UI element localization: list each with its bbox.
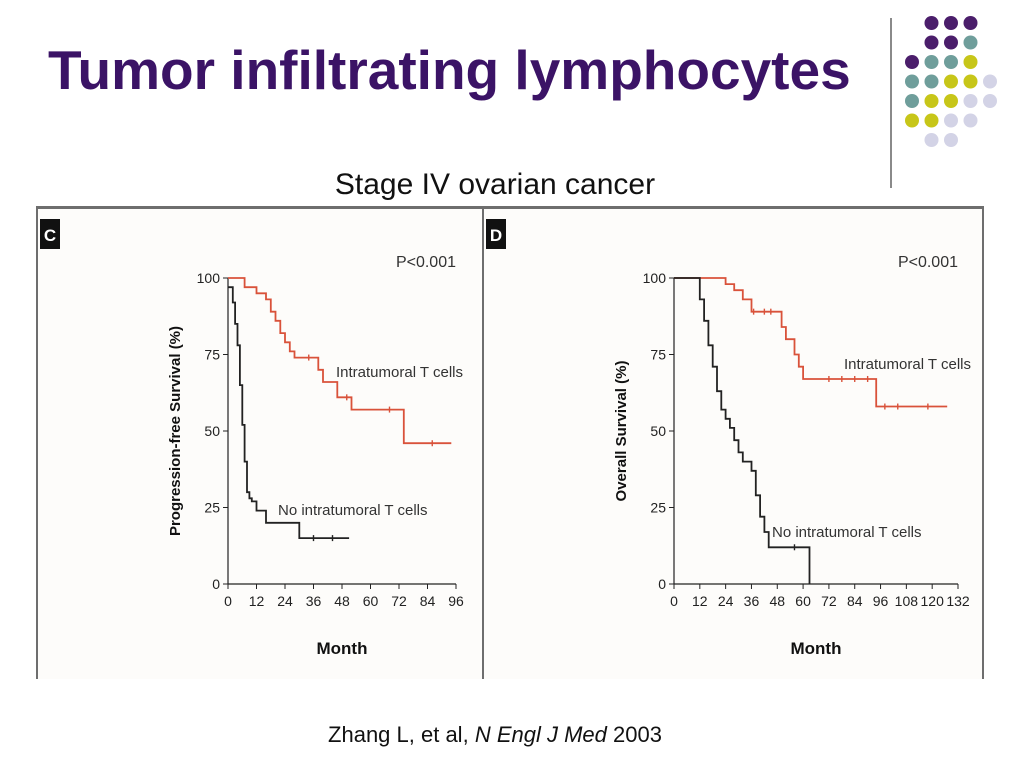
decorative-dot [944, 74, 958, 89]
series-label-intratumoral: Intratumoral T cells [844, 356, 971, 373]
y-axis-label: Progression-free Survival (%) [167, 326, 184, 536]
y-tick-label: 0 [658, 576, 666, 592]
panel-c-chart: C P<0.001 0 25 50 75 100 0 12 24 36 48 60 72 84 96 Month… [40, 219, 464, 658]
panel-letter: C [44, 226, 56, 245]
x-tick-label: 96 [873, 593, 889, 609]
x-axis-label: Month [791, 639, 842, 658]
decorative-dot [963, 94, 978, 108]
decorative-dot [905, 74, 919, 89]
decorative-dot [944, 35, 958, 50]
x-tick-label: 24 [277, 593, 293, 609]
decorative-dot [983, 94, 997, 108]
x-tick-label: 72 [821, 593, 837, 609]
decorative-dot [924, 74, 939, 89]
citation-authors: Zhang L, et al, [328, 722, 469, 747]
decorative-dot-pattern [905, 16, 997, 147]
decorative-dot [983, 74, 997, 89]
decorative-dot [963, 74, 978, 89]
survival-curve-no-intratumoral [674, 277, 811, 584]
decorative-dot [924, 16, 939, 30]
y-tick-label: 25 [650, 500, 666, 516]
x-tick-label: 108 [895, 593, 919, 609]
x-tick-label: 84 [420, 593, 436, 609]
decorative-dot [924, 94, 939, 108]
y-tick-label: 75 [650, 347, 666, 363]
y-tick-label: 100 [197, 270, 221, 286]
decorative-dot [905, 55, 919, 69]
decorative-dot [924, 55, 939, 69]
panel-d-chart: D P<0.001 0 25 50 75 100 0 12 24 36 48 60 72 84 96 108 12… [486, 219, 971, 658]
series-label-intratumoral: Intratumoral T cells [336, 364, 463, 381]
x-tick-label: 96 [448, 593, 464, 609]
panel-letter-badge [40, 219, 60, 249]
decorative-dot [944, 16, 958, 30]
survival-figure: C P<0.001 0 25 50 75 100 0 12 24 36 48 60 72 84 96 Month… [36, 206, 984, 679]
decorative-dot [963, 113, 978, 128]
y-tick-label: 50 [650, 423, 666, 439]
decorative-dot [924, 113, 939, 128]
x-tick-label: 48 [769, 593, 785, 609]
p-value-label: P<0.001 [396, 254, 456, 271]
decorative-dot [944, 113, 958, 128]
figure-right-edge [982, 209, 984, 679]
p-value-label: P<0.001 [898, 254, 958, 271]
x-tick-label: 36 [744, 593, 760, 609]
decorative-dot [905, 113, 919, 128]
decorative-divider-line [890, 18, 892, 188]
decorative-dot [924, 133, 939, 147]
x-tick-label: 60 [795, 593, 811, 609]
x-tick-label: 48 [334, 593, 350, 609]
decorative-dot [963, 16, 978, 30]
figure-left-edge [36, 209, 38, 679]
x-tick-label: 72 [391, 593, 407, 609]
x-tick-label: 84 [847, 593, 863, 609]
decorative-dot [944, 94, 958, 108]
citation: Zhang L, et al, N Engl J Med 2003 [0, 722, 990, 748]
y-tick-label: 25 [204, 500, 220, 516]
x-tick-label: 24 [718, 593, 734, 609]
x-tick-label: 132 [946, 593, 970, 609]
survival-curve-no-intratumoral [228, 286, 350, 540]
x-tick-label: 0 [670, 593, 678, 609]
x-axis-label: Month [317, 639, 368, 658]
citation-journal: N Engl J Med [474, 722, 607, 747]
x-tick-label: 36 [306, 593, 322, 609]
slide-subtitle: Stage IV ovarian cancer [334, 168, 656, 201]
panel-divider [482, 209, 484, 679]
x-tick-label: 60 [363, 593, 379, 609]
y-tick-label: 0 [212, 576, 220, 592]
series-label-no-intratumoral: No intratumoral T cells [772, 524, 922, 541]
panel-letter-badge [486, 219, 506, 249]
decorative-dot [905, 94, 919, 108]
decorative-dot [944, 55, 958, 69]
y-tick-label: 100 [643, 270, 667, 286]
citation-year: 2003 [613, 722, 662, 747]
y-tick-label: 50 [204, 423, 220, 439]
survival-curve-intratumoral [228, 277, 452, 445]
x-tick-label: 12 [692, 593, 708, 609]
survival-curve-intratumoral [674, 277, 948, 408]
x-tick-label: 120 [921, 593, 945, 609]
y-axis-label: Overall Survival (%) [613, 361, 630, 502]
panel-d: D P<0.001 0 25 50 75 100 0 12 24 36 48 60 72 84 96 108 12… [484, 209, 982, 679]
decorative-dot [963, 55, 978, 69]
panel-c: C P<0.001 0 25 50 75 100 0 12 24 36 48 60 72 84 96 Month… [38, 209, 482, 679]
panel-letter: D [490, 226, 502, 245]
x-tick-label: 0 [224, 593, 232, 609]
x-tick-label: 12 [249, 593, 265, 609]
y-tick-label: 75 [204, 347, 220, 363]
slide-title: Tumor infiltrating lymphocytes [48, 39, 851, 101]
decorative-dot [963, 35, 978, 50]
series-label-no-intratumoral: No intratumoral T cells [278, 502, 428, 519]
decorative-dot [944, 133, 958, 147]
decorative-dot [924, 35, 939, 50]
